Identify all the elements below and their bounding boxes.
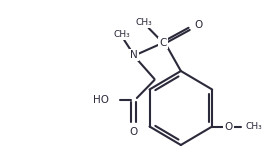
Text: CH₃: CH₃ bbox=[135, 17, 152, 27]
Text: CH₃: CH₃ bbox=[245, 122, 262, 131]
Text: O: O bbox=[225, 122, 233, 131]
Text: CH₃: CH₃ bbox=[114, 30, 131, 39]
Text: O: O bbox=[130, 127, 138, 137]
Text: O: O bbox=[194, 20, 202, 30]
Text: C: C bbox=[160, 38, 167, 48]
Text: N: N bbox=[130, 50, 138, 60]
Text: HO: HO bbox=[92, 95, 108, 105]
